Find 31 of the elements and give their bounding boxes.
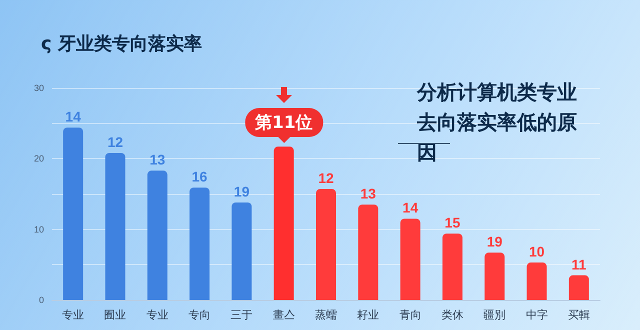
y-tick-label: 10 [34,224,44,234]
x-tick-label: 疆別 [484,310,506,322]
x-tick-label: 买輯 [568,310,590,322]
y-tick-label: 30 [34,83,44,93]
x-tick-label: 专业 [146,308,168,322]
annotation: 15 [444,214,460,231]
x-tick-label: 畫亼 [272,308,295,322]
x-tick-label: 囿业 [104,308,126,322]
x-tick-label: 专向 [188,308,211,322]
x-tick-label: 专业 [62,308,84,322]
annotation: 16 [192,168,208,185]
annotation: 19 [234,183,250,200]
y-tick-label: 20 [34,154,44,164]
x-tick-label: 蒸蠕 [315,308,337,322]
annotation: 19 [486,234,503,250]
x-tick-label: 三于 [230,310,253,322]
annotation: 14 [65,108,82,125]
annotation: 10 [528,244,545,260]
annotation: 11 [572,256,587,272]
annotation: 12 [107,134,124,150]
x-tick-label: 青向 [399,308,422,322]
annotation: 13 [150,152,166,168]
annotation: 12 [318,170,334,186]
x-tick-label: 耔业 [357,308,380,322]
annotation: 13 [360,186,376,202]
annotation: 第11位 [245,108,323,137]
y-tick-label: 0 [38,295,44,305]
annotation: 14 [402,200,418,216]
chart-title: ς 牙业类专向落实率 [41,34,202,54]
x-tick-label: 类休 [441,308,464,322]
x-tick-label: 中字 [526,308,548,322]
